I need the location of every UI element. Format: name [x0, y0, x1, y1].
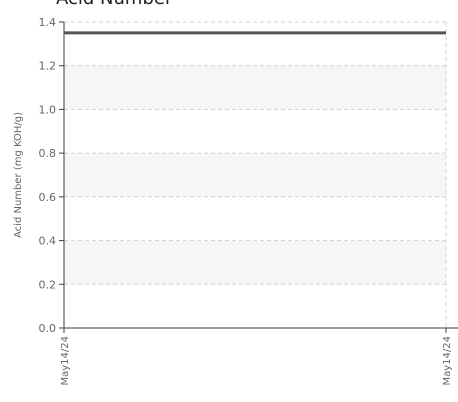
y-tick-label: 1.0	[39, 103, 57, 116]
y-axis-label: Acid Number (mg KOH/g)	[13, 112, 24, 238]
y-tick-label: 0.0	[39, 322, 57, 335]
x-tick-label: May14/24	[60, 336, 71, 386]
background-band	[64, 65, 446, 110]
y-tick-label: 1.2	[39, 60, 57, 73]
x-tick-label: May14/24	[442, 336, 453, 386]
chart-title: Acid Number	[56, 0, 172, 9]
y-tick-label: 0.2	[39, 278, 57, 291]
background-band	[64, 153, 446, 197]
y-tick-label: 0.4	[39, 235, 57, 248]
y-tick-label: 0.6	[39, 191, 57, 204]
y-tick-label: 0.8	[39, 147, 57, 160]
y-tick-label: 1.4	[39, 16, 57, 29]
background-band	[64, 240, 446, 285]
